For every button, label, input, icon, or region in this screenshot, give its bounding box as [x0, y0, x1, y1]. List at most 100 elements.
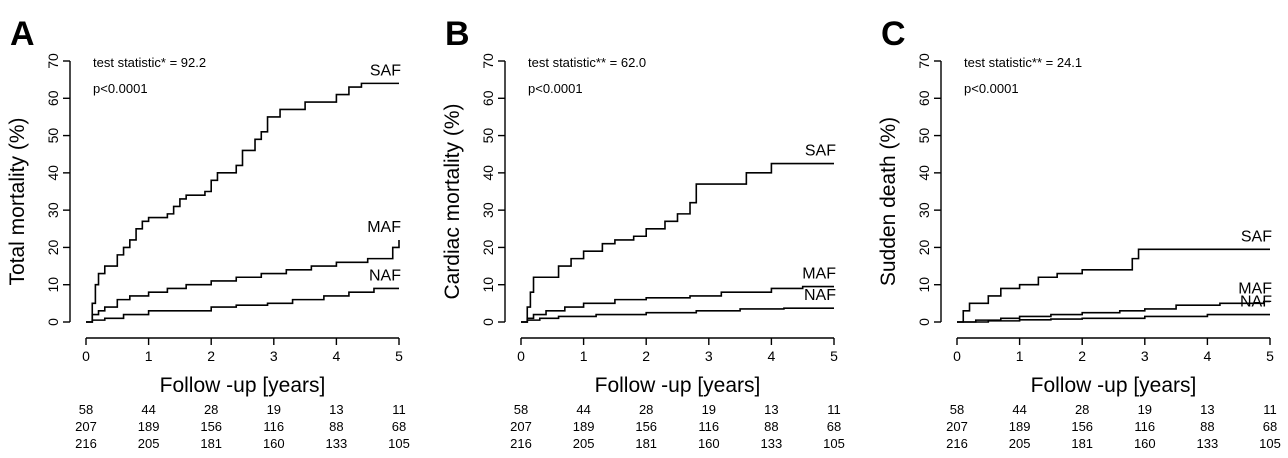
- x-tick-label: 0: [517, 348, 525, 364]
- panel-c: C 0 10 20 30 40 50 60 70 Sudden death (%) 0 1 2 3 4 5 Fo…: [877, 15, 1281, 451]
- y-tick-label: 30: [45, 202, 61, 218]
- risk-table-cell: 28: [204, 402, 218, 417]
- risk-table-cell: 160: [263, 436, 285, 451]
- risk-table-cell: 133: [1197, 436, 1219, 451]
- x-tick-label: 2: [642, 348, 650, 364]
- panel-letter: A: [10, 15, 35, 53]
- risk-table-cell: 13: [1200, 402, 1214, 417]
- annotation: test statistic** = 62.0: [528, 55, 646, 70]
- risk-table-cell: 58: [950, 402, 964, 417]
- y-tick-label: 0: [916, 318, 932, 326]
- annotation: p<0.0001: [93, 81, 148, 96]
- risk-table-cell: 105: [388, 436, 410, 451]
- series-label-maf: MAF: [802, 266, 836, 283]
- x-tick-label: 3: [270, 348, 278, 364]
- y-tick-label: 20: [480, 239, 496, 255]
- annotation: test statistic* = 92.2: [93, 55, 206, 70]
- y-tick-label: 50: [480, 128, 496, 144]
- x-tick-label: 4: [333, 348, 341, 364]
- y-tick-label: 50: [916, 128, 932, 144]
- x-tick-label: 3: [1141, 348, 1149, 364]
- risk-table-cell: 68: [1263, 419, 1277, 434]
- risk-table-cell: 160: [698, 436, 720, 451]
- y-tick-label: 10: [45, 277, 61, 293]
- x-tick-label: 2: [207, 348, 215, 364]
- x-tick-label: 4: [768, 348, 776, 364]
- series-line-naf: [521, 307, 834, 323]
- y-tick-label: 60: [480, 90, 496, 106]
- series-label-maf: MAF: [367, 219, 401, 236]
- y-tick-label: 30: [480, 202, 496, 218]
- y-axis-title: Total mortality (%): [6, 117, 29, 285]
- risk-table-cell: 216: [75, 436, 97, 451]
- x-axis-title: Follow -up [years]: [595, 374, 761, 397]
- annotation: p<0.0001: [528, 81, 583, 96]
- x-tick-label: 1: [1016, 348, 1024, 364]
- panel-letter: C: [881, 15, 906, 53]
- risk-table-cell: 105: [823, 436, 845, 451]
- series-line-maf: [957, 300, 1270, 323]
- risk-table-cell: 13: [764, 402, 778, 417]
- x-tick-label: 4: [1204, 348, 1212, 364]
- y-tick-label: 0: [480, 318, 496, 326]
- risk-table-cell: 11: [827, 402, 841, 417]
- series-line-naf: [86, 287, 399, 323]
- risk-table-cell: 133: [761, 436, 783, 451]
- panel-a: A 0 10 20 30 40 50 60 70 Total mortality (%) 0 1 2 3 4…: [6, 15, 410, 451]
- risk-table-cell: 116: [1134, 419, 1155, 434]
- series-label-maf: MAF: [1238, 280, 1272, 297]
- x-tick-label: 5: [395, 348, 403, 364]
- panel-letter: B: [445, 15, 470, 53]
- risk-table-cell: 216: [510, 436, 532, 451]
- risk-table-cell: 189: [573, 419, 595, 434]
- risk-table-cell: 207: [510, 419, 532, 434]
- risk-table-cell: 44: [141, 402, 155, 417]
- y-tick-label: 20: [45, 239, 61, 255]
- series-line-saf: [521, 162, 834, 323]
- y-tick-label: 70: [916, 53, 932, 69]
- risk-table-cell: 181: [635, 436, 657, 451]
- series-line-saf: [957, 248, 1270, 323]
- y-tick-label: 40: [480, 165, 496, 181]
- x-tick-label: 3: [705, 348, 713, 364]
- risk-table-cell: 133: [326, 436, 348, 451]
- y-axis-title: Cardiac mortality (%): [441, 103, 464, 299]
- risk-table-cell: 116: [698, 419, 719, 434]
- x-tick-label: 5: [1266, 348, 1274, 364]
- risk-table-cell: 181: [200, 436, 222, 451]
- series-line-naf: [957, 313, 1270, 323]
- x-tick-label: 1: [145, 348, 153, 364]
- annotation: p<0.0001: [964, 81, 1019, 96]
- risk-table-cell: 19: [1138, 402, 1152, 417]
- risk-table-cell: 13: [329, 402, 343, 417]
- x-tick-label: 5: [830, 348, 838, 364]
- y-tick-label: 60: [916, 90, 932, 106]
- risk-table-cell: 205: [138, 436, 160, 451]
- risk-table-cell: 44: [1012, 402, 1026, 417]
- risk-table-cell: 116: [263, 419, 284, 434]
- risk-table-cell: 88: [1200, 419, 1214, 434]
- series-label-naf: NAF: [1240, 294, 1272, 311]
- y-tick-label: 20: [916, 239, 932, 255]
- risk-table-cell: 11: [392, 402, 406, 417]
- y-tick-label: 30: [916, 202, 932, 218]
- risk-table-cell: 88: [329, 419, 343, 434]
- risk-table-cell: 19: [267, 402, 281, 417]
- y-tick-label: 60: [45, 90, 61, 106]
- y-tick-label: 50: [45, 128, 61, 144]
- risk-table-cell: 205: [1009, 436, 1031, 451]
- y-tick-label: 10: [480, 277, 496, 293]
- risk-table-cell: 68: [392, 419, 406, 434]
- annotation: test statistic** = 24.1: [964, 55, 1082, 70]
- series-label-naf: NAF: [804, 287, 836, 304]
- risk-table-cell: 181: [1071, 436, 1093, 451]
- series-label-saf: SAF: [805, 143, 836, 160]
- x-tick-label: 0: [82, 348, 90, 364]
- risk-table-cell: 156: [635, 419, 657, 434]
- risk-table-cell: 58: [514, 402, 528, 417]
- series-label-saf: SAF: [1241, 228, 1272, 245]
- y-tick-label: 70: [45, 53, 61, 69]
- risk-table-cell: 207: [946, 419, 968, 434]
- risk-table-cell: 19: [702, 402, 716, 417]
